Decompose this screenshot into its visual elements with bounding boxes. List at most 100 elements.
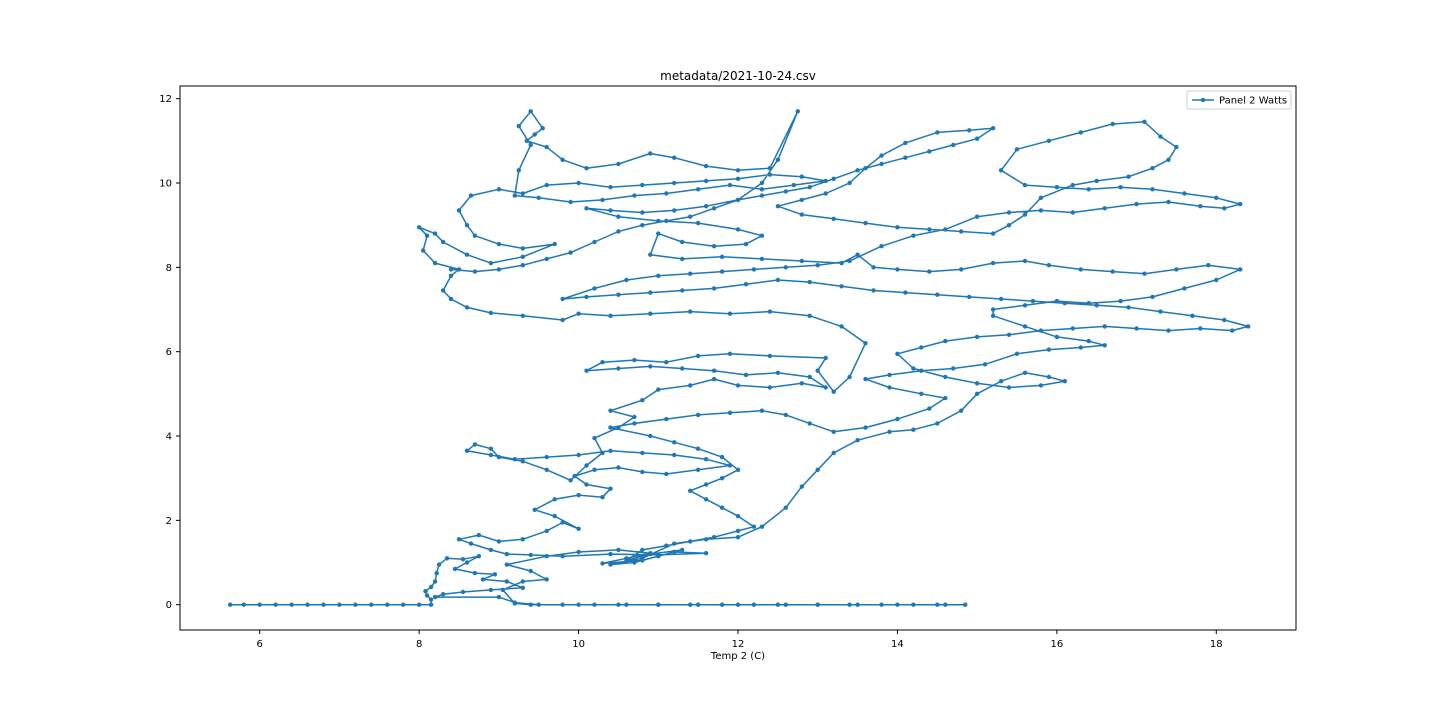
data-point	[1214, 277, 1219, 283]
data-point	[759, 193, 765, 198]
data-point	[943, 395, 948, 401]
data-point	[815, 368, 820, 373]
data-point	[1182, 191, 1187, 196]
data-point	[664, 543, 669, 548]
data-point	[935, 292, 940, 297]
data-point	[632, 421, 637, 426]
data-point	[927, 149, 932, 154]
data-point	[703, 482, 709, 487]
data-point	[943, 338, 948, 344]
chart-title: metadata/2021-10-24.csv	[660, 69, 816, 83]
data-point	[1086, 301, 1091, 306]
data-point	[1150, 187, 1155, 192]
data-point	[672, 541, 677, 546]
data-point	[990, 307, 996, 312]
data-point	[600, 197, 605, 203]
data-point	[982, 362, 988, 367]
data-point	[572, 473, 577, 479]
data-point	[520, 579, 525, 584]
data-point	[1166, 328, 1171, 333]
data-point	[656, 218, 661, 224]
data-point	[560, 602, 565, 607]
data-point	[911, 366, 916, 371]
data-point	[608, 448, 613, 453]
data-point	[440, 592, 446, 597]
data-point	[1198, 326, 1203, 331]
data-point	[592, 239, 597, 245]
plot-area	[228, 109, 1251, 607]
data-point	[727, 182, 733, 188]
data-point	[831, 450, 836, 456]
data-point	[735, 383, 741, 388]
data-point	[887, 385, 892, 390]
data-point	[568, 250, 573, 255]
y-tick-label: 4	[166, 432, 172, 443]
data-point	[688, 383, 693, 388]
data-point	[424, 233, 430, 238]
data-point	[560, 554, 565, 559]
data-point	[935, 602, 940, 607]
data-point	[480, 577, 486, 582]
data-point	[440, 239, 446, 245]
data-point	[544, 144, 549, 150]
data-point	[1150, 294, 1155, 300]
data-point	[815, 467, 820, 472]
data-point	[640, 223, 645, 228]
data-point	[1054, 334, 1060, 340]
data-point	[608, 408, 613, 413]
data-point	[524, 138, 529, 143]
y-tick-label: 8	[166, 263, 172, 274]
data-point	[911, 233, 916, 238]
data-point	[799, 212, 804, 217]
data-point	[616, 425, 621, 430]
data-point	[963, 602, 968, 607]
data-point	[616, 602, 621, 607]
data-point	[775, 204, 781, 209]
data-point	[544, 467, 549, 472]
data-point	[640, 469, 645, 475]
data-point	[1046, 263, 1052, 268]
data-point	[998, 379, 1004, 384]
data-point	[935, 421, 940, 426]
data-point	[1038, 328, 1044, 333]
data-point	[1046, 374, 1052, 380]
data-point	[592, 467, 597, 472]
data-point	[632, 560, 637, 565]
data-point	[831, 216, 836, 221]
x-tick-label: 14	[891, 639, 904, 650]
data-point	[783, 505, 788, 510]
data-point	[911, 427, 916, 432]
data-point	[831, 389, 836, 394]
data-point	[1126, 305, 1131, 310]
data-point	[974, 391, 980, 396]
data-point	[743, 282, 749, 287]
data-point	[743, 241, 749, 247]
data-point	[436, 562, 442, 567]
data-point	[879, 153, 884, 158]
data-point	[727, 410, 733, 415]
data-point	[1022, 212, 1028, 217]
data-point	[879, 161, 884, 167]
data-point	[560, 317, 565, 323]
data-point	[648, 151, 653, 156]
data-point	[528, 552, 533, 558]
data-point	[1102, 206, 1107, 211]
data-point	[688, 214, 693, 219]
data-point	[672, 452, 677, 458]
data-point	[735, 513, 741, 519]
data-point	[767, 353, 773, 359]
data-point	[576, 492, 581, 498]
data-point	[951, 142, 956, 148]
data-point	[759, 187, 765, 192]
data-point	[337, 602, 342, 607]
data-point	[656, 387, 661, 392]
data-point	[592, 286, 597, 291]
data-point	[428, 584, 434, 590]
data-point	[927, 406, 932, 411]
data-point	[672, 549, 677, 555]
data-point	[448, 273, 454, 278]
y-tick-label: 2	[166, 516, 172, 527]
data-point	[1110, 121, 1115, 127]
data-point	[640, 556, 645, 561]
